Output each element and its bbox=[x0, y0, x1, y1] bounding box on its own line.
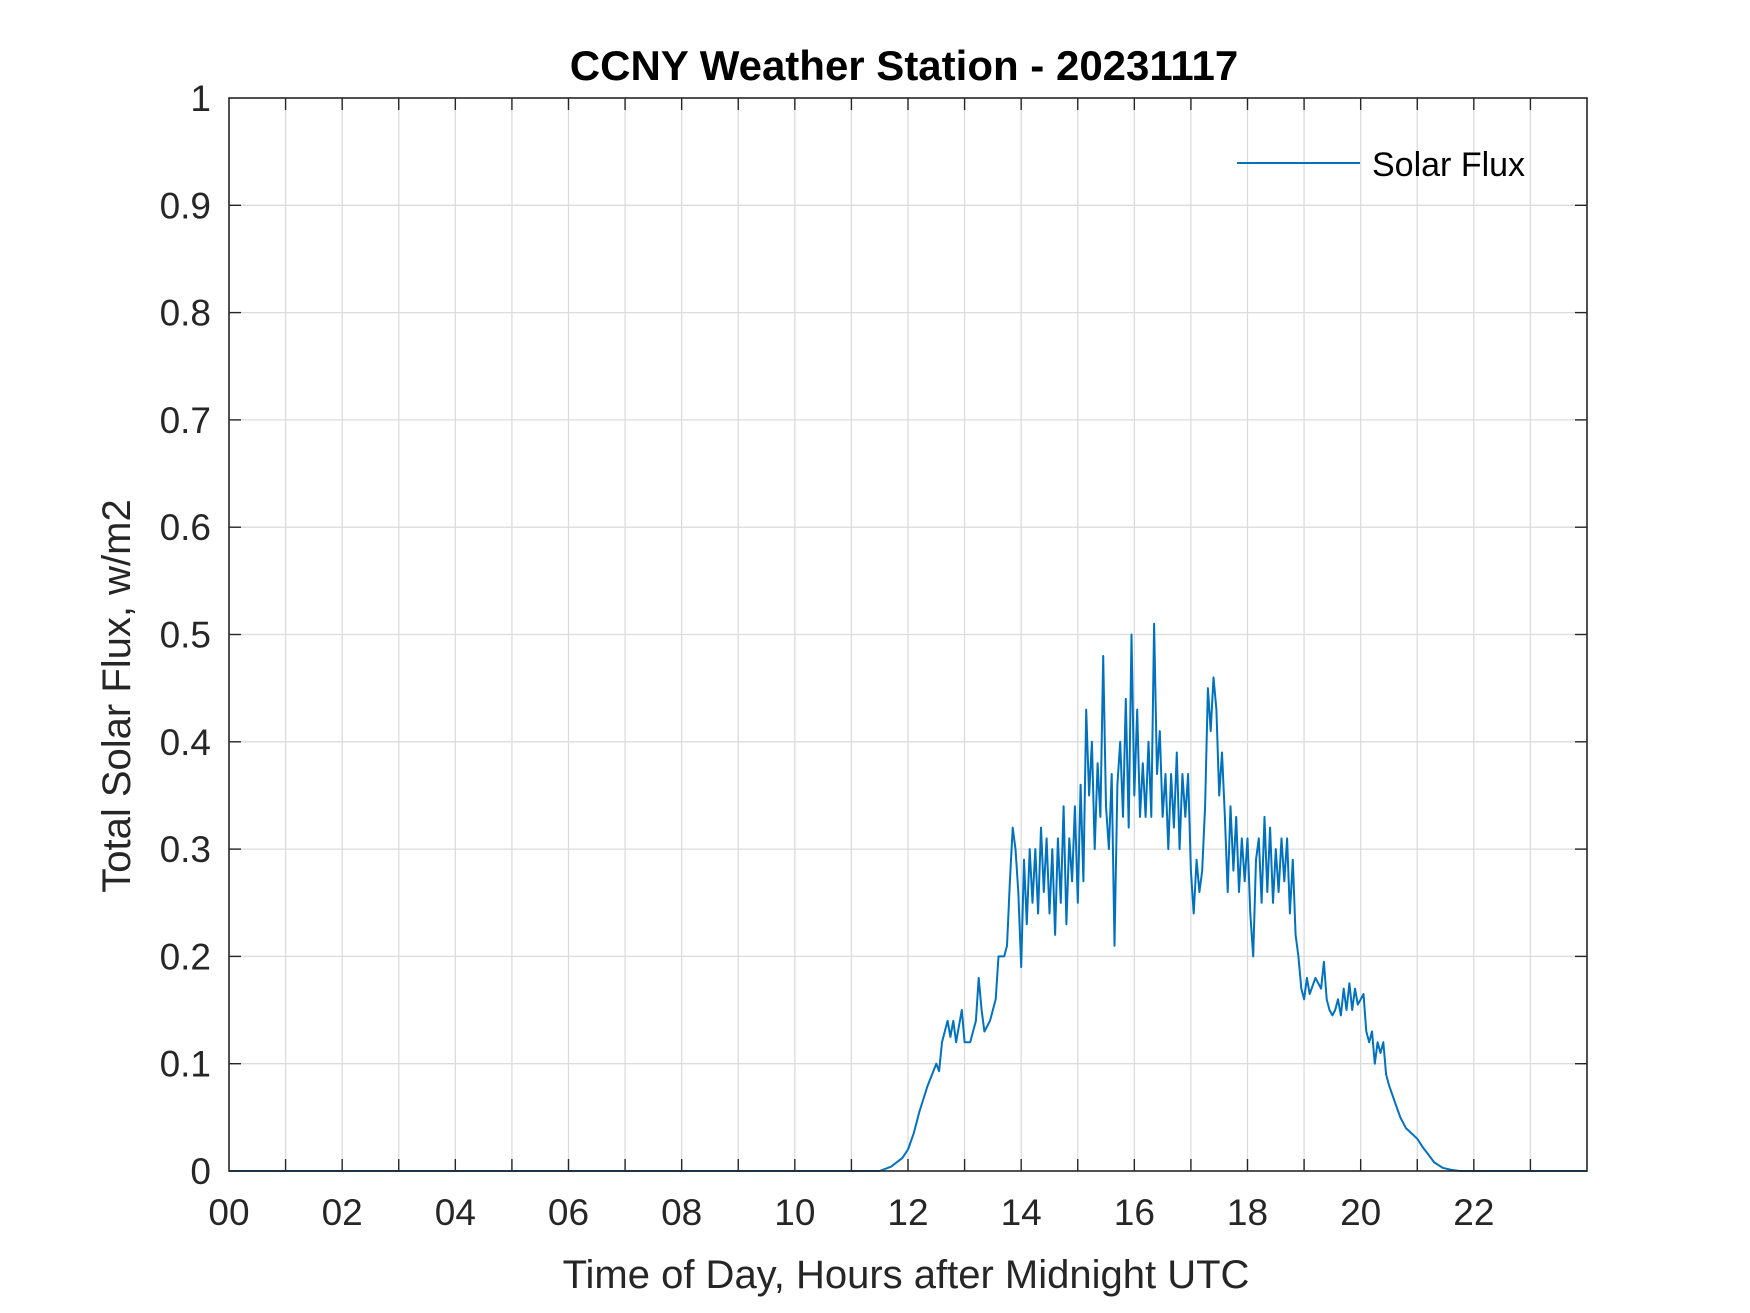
y-tick-labels: 0 0.1 0.2 0.3 0.4 0.5 0.6 0.7 0.8 0.9 1 bbox=[160, 78, 211, 1192]
x-tick-label: 22 bbox=[1453, 1192, 1494, 1233]
x-tick-label: 18 bbox=[1227, 1192, 1268, 1233]
x-tick-label: 06 bbox=[548, 1192, 589, 1233]
y-tick-label: 1 bbox=[190, 78, 211, 119]
legend: Solar Flux bbox=[1237, 146, 1525, 184]
y-tick-label: 0.9 bbox=[160, 185, 211, 226]
y-tick-label: 0.8 bbox=[160, 293, 211, 334]
x-tick-label: 16 bbox=[1114, 1192, 1155, 1233]
x-tick-label: 02 bbox=[322, 1192, 363, 1233]
x-tick-label: 10 bbox=[774, 1192, 815, 1233]
grid-lines bbox=[229, 98, 1587, 1171]
x-tick-labels: 00 02 04 06 08 10 12 14 16 18 20 22 bbox=[208, 1192, 1494, 1233]
x-tick-label: 08 bbox=[661, 1192, 702, 1233]
chart-title: CCNY Weather Station - 20231117 bbox=[570, 42, 1238, 89]
x-axis-label: Time of Day, Hours after Midnight UTC bbox=[563, 1253, 1250, 1297]
y-tick-label: 0.5 bbox=[160, 615, 211, 656]
data-layer bbox=[229, 622, 1587, 1172]
y-tick-label: 0 bbox=[190, 1151, 211, 1192]
axis-ticks bbox=[229, 98, 1587, 1171]
y-tick-label: 0.4 bbox=[160, 722, 211, 763]
y-tick-label: 0.2 bbox=[160, 936, 211, 977]
series-line-solar-flux bbox=[229, 622, 1587, 1172]
x-tick-label: 04 bbox=[435, 1192, 476, 1233]
y-tick-label: 0.3 bbox=[160, 829, 211, 870]
x-tick-label: 14 bbox=[1001, 1192, 1042, 1233]
y-tick-label: 0.1 bbox=[160, 1044, 211, 1085]
y-tick-label: 0.7 bbox=[160, 400, 211, 441]
legend-label-solar-flux: Solar Flux bbox=[1372, 146, 1525, 184]
x-tick-label: 12 bbox=[887, 1192, 928, 1233]
y-axis-label: Total Solar Flux, w/m2 bbox=[95, 499, 139, 892]
x-tick-label: 20 bbox=[1340, 1192, 1381, 1233]
x-tick-label: 00 bbox=[208, 1192, 249, 1233]
y-tick-label: 0.6 bbox=[160, 507, 211, 548]
